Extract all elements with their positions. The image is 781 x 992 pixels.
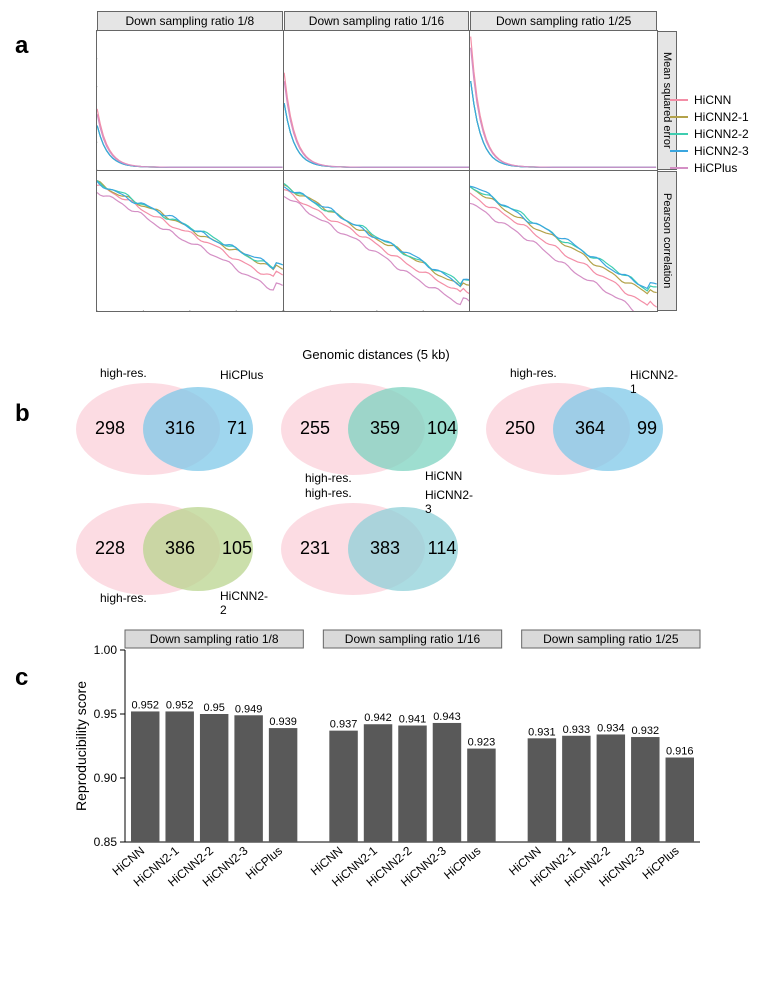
- venn-diagram: 29831671high-res.HiCPlus: [70, 374, 270, 484]
- facet-cell: Pearson correlation0100200300400: [470, 171, 657, 311]
- legend-label: HiCNN2-2: [694, 127, 749, 141]
- svg-text:HiCPlus: HiCPlus: [639, 844, 681, 883]
- svg-text:0.937: 0.937: [330, 719, 358, 731]
- venn-diagram: 255 359 104 high-res. HiCNN: [275, 374, 475, 484]
- svg-text:0.90: 0.90: [94, 771, 118, 785]
- legend-label: HiCNN: [694, 93, 731, 107]
- svg-text:359: 359: [370, 418, 400, 438]
- svg-text:0.939: 0.939: [269, 716, 297, 728]
- venn-diagram: 231383114high-res.HiCNN2-3: [275, 494, 475, 604]
- svg-text:71: 71: [227, 418, 247, 438]
- svg-text:Down sampling ratio 1/25: Down sampling ratio 1/25: [543, 632, 679, 646]
- svg-text:Down sampling ratio 1/16: Down sampling ratio 1/16: [345, 632, 481, 646]
- legend-swatch: [670, 133, 688, 135]
- facet-cell: Down sampling ratio 1/25Mean squared err…: [470, 31, 657, 171]
- svg-text:99: 99: [637, 418, 657, 438]
- svg-text:0.952: 0.952: [131, 699, 159, 711]
- venn-label-left: high-res.: [305, 471, 352, 485]
- facet-col-strip: Down sampling ratio 1/8: [97, 11, 283, 30]
- venn-label-left: high-res.: [305, 486, 352, 500]
- legend-item: HiCNN2-2: [670, 127, 749, 141]
- svg-text:0.949: 0.949: [235, 703, 263, 715]
- facet-cell: Down sampling ratio 1/8050100150200250: [97, 31, 284, 171]
- panel-a: Down sampling ratio 1/8050100150200250Do…: [70, 30, 770, 330]
- svg-text:231: 231: [300, 538, 330, 558]
- svg-text:250: 250: [505, 418, 535, 438]
- svg-text:364: 364: [575, 418, 605, 438]
- svg-text:0.932: 0.932: [632, 725, 660, 737]
- svg-text:0.941: 0.941: [399, 714, 427, 726]
- panel-c: 0.85 0.90 0.95 1.00 Reproducibility score Dow…: [70, 624, 710, 904]
- svg-text:0.934: 0.934: [597, 722, 625, 734]
- legend-label: HiCPlus: [694, 161, 737, 175]
- svg-text:1.00: 1.00: [94, 643, 118, 657]
- legend-item: HiCNN: [670, 93, 749, 107]
- venn-label-right: HiCNN2-3: [425, 488, 475, 516]
- legend-swatch: [670, 150, 688, 152]
- svg-text:228: 228: [95, 538, 125, 558]
- panel-label-c: c: [15, 664, 28, 692]
- figure: a Down sampling ratio 1/8050100150200250…: [10, 30, 781, 904]
- facet-cell: 0100200300400: [284, 171, 471, 311]
- legend-item: HiCNN2-3: [670, 144, 749, 158]
- svg-text:HiCPlus: HiCPlus: [441, 844, 483, 883]
- venn-label-right: HiCNN2-2: [220, 589, 270, 617]
- facet-row-strip: Pearson correlation: [658, 171, 677, 311]
- legend-a: HiCNN HiCNN2-1 HiCNN2-2 HiCNN2-3 HiCPlus: [670, 90, 749, 178]
- svg-text:316: 316: [165, 418, 195, 438]
- facet-cell: Down sampling ratio 1/16: [284, 31, 471, 171]
- svg-text:0.952: 0.952: [166, 699, 194, 711]
- venn-label-right: HiCNN2-1: [630, 368, 680, 396]
- svg-text:0.916: 0.916: [666, 746, 694, 758]
- legend-item: HiCPlus: [670, 161, 749, 175]
- svg-text:0.85: 0.85: [94, 835, 118, 849]
- svg-text:0.933: 0.933: [563, 724, 591, 736]
- venn-label-right: HiCNN: [425, 469, 462, 483]
- legend-swatch: [670, 99, 688, 101]
- svg-text:0.931: 0.931: [528, 726, 556, 738]
- svg-text:HiCPlus: HiCPlus: [243, 844, 285, 883]
- svg-text:0.942: 0.942: [364, 712, 392, 724]
- svg-text:0.95: 0.95: [203, 702, 224, 714]
- svg-text:0.95: 0.95: [94, 707, 118, 721]
- svg-text:298: 298: [95, 418, 125, 438]
- svg-text:105: 105: [222, 538, 252, 558]
- svg-text:Reproducibility score: Reproducibility score: [73, 681, 89, 811]
- svg-text:104: 104: [427, 418, 457, 438]
- venn-label-left: high-res.: [100, 591, 147, 605]
- venn-label-right: HiCPlus: [220, 368, 263, 382]
- panel-label-b: b: [15, 400, 30, 428]
- legend-label: HiCNN2-1: [694, 110, 749, 124]
- legend-label: HiCNN2-3: [694, 144, 749, 158]
- legend-item: HiCNN2-1: [670, 110, 749, 124]
- venn-diagram: 25036499high-res.HiCNN2-1: [480, 374, 680, 484]
- svg-text:114: 114: [428, 538, 457, 558]
- facet-col-strip: Down sampling ratio 1/25: [470, 11, 657, 30]
- panel-label-a: a: [15, 32, 28, 60]
- svg-text:255: 255: [300, 418, 330, 438]
- svg-text:Down sampling ratio 1/8: Down sampling ratio 1/8: [150, 632, 279, 646]
- facet-cell: 0.60.810100200300400: [97, 171, 284, 311]
- venn-label-left: high-res.: [100, 366, 147, 380]
- panel-b: 29831671high-res.HiCPlus255359104high-re…: [70, 374, 700, 614]
- svg-text:383: 383: [370, 538, 400, 558]
- xlabel-a: Genomic distances (5 kb): [96, 347, 656, 362]
- venn-diagram: 228386105high-res.HiCNN2-2: [70, 494, 270, 604]
- legend-swatch: [670, 116, 688, 118]
- svg-text:386: 386: [165, 538, 195, 558]
- venn-label-left: high-res.: [510, 366, 557, 380]
- svg-text:0.943: 0.943: [433, 711, 461, 723]
- legend-swatch: [670, 167, 688, 169]
- svg-text:0.923: 0.923: [468, 737, 496, 749]
- facet-col-strip: Down sampling ratio 1/16: [284, 11, 470, 30]
